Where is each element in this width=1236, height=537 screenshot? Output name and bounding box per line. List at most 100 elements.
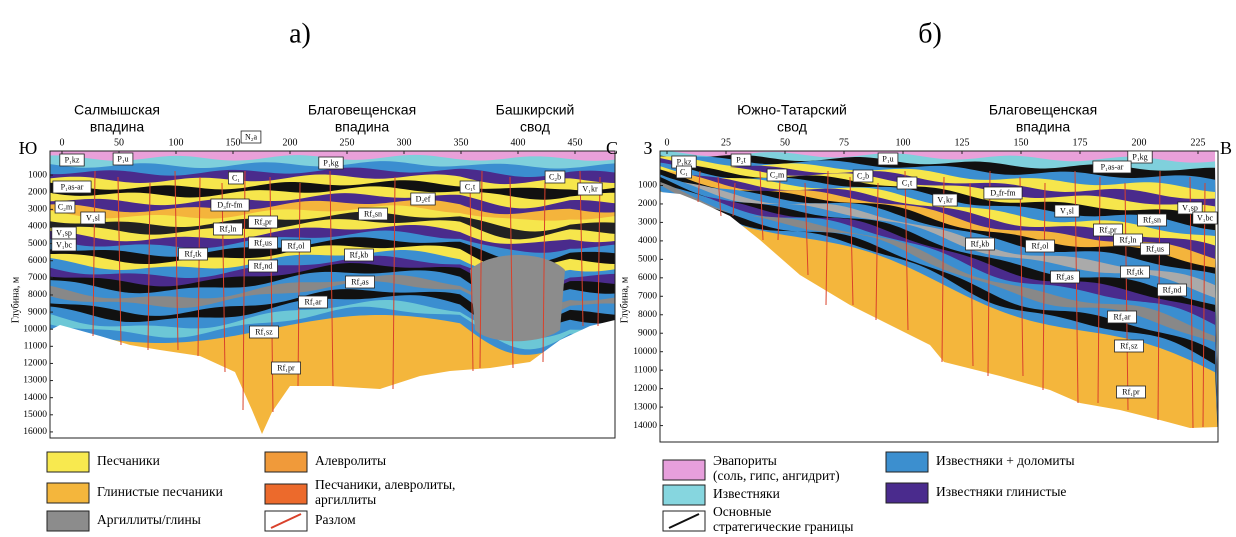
region-label: Башкирский xyxy=(496,102,575,118)
depth-tick-label: 15000 xyxy=(23,410,47,420)
depth-tick-label: 3000 xyxy=(638,218,657,228)
formation-label: Rf₃pr xyxy=(254,217,272,226)
formation-label: P₁u xyxy=(117,154,128,163)
legend-label: Песчаники, алевролиты, xyxy=(315,477,455,492)
region-label: Благовещенская xyxy=(989,102,1097,118)
formation-label: Rf₂as xyxy=(351,277,368,286)
x-tick-label: 175 xyxy=(1073,137,1088,148)
formation-label: P₁kz xyxy=(677,157,692,166)
depth-tick-label: 16000 xyxy=(23,427,47,437)
formation-label: Rf₂us xyxy=(1146,244,1164,253)
legend-label: Эвапориты xyxy=(713,453,777,468)
formation-label: Rf₃sn xyxy=(1143,215,1161,224)
formation-label: Rf₂ol xyxy=(287,241,305,250)
depth-tick-label: 4000 xyxy=(28,222,47,232)
depth-tick-label: 5000 xyxy=(28,239,47,249)
depth-tick-label: 7000 xyxy=(638,291,657,301)
compass-label: Ю xyxy=(19,138,38,158)
figure: а)ЮССалмышскаявпадинаБлаговещенскаявпади… xyxy=(0,0,1236,537)
formation-label: Rf₃pr xyxy=(1099,225,1117,234)
legend-label: Алевролиты xyxy=(315,453,386,468)
formation-label: V₁kr xyxy=(582,184,598,193)
depth-tick-label: 8000 xyxy=(28,290,47,300)
formation-label: C₁t xyxy=(902,178,913,187)
formation-label: C₁t xyxy=(465,182,476,191)
formation-label: C₁ xyxy=(680,167,688,176)
depth-tick-label: 3000 xyxy=(28,205,47,215)
depth-tick-label: 11000 xyxy=(24,342,48,352)
formation-label: D₃fr-fm xyxy=(990,188,1016,197)
depth-tick-label: 13000 xyxy=(23,376,47,386)
region-label: впадина xyxy=(335,119,390,135)
y-axis-label: Глубина, м xyxy=(619,276,630,323)
legend-swatch xyxy=(663,460,705,480)
depth-tick-label: 14000 xyxy=(633,421,657,431)
depth-tick-label: 4000 xyxy=(638,236,657,246)
x-tick-label: 350 xyxy=(454,137,469,148)
formation-label: Rf₁ar xyxy=(304,297,321,306)
depth-tick-label: 5000 xyxy=(638,255,657,265)
compass-label: З xyxy=(643,138,652,158)
legend-label: стратегические границы xyxy=(713,519,853,534)
depth-tick-label: 14000 xyxy=(23,393,47,403)
legend-label: Песчаники xyxy=(97,453,160,468)
x-tick-label: 150 xyxy=(1014,137,1029,148)
region-label: впадина xyxy=(1016,119,1071,135)
x-tick-label: 100 xyxy=(169,137,184,148)
formation-label: V₁sp xyxy=(1182,203,1198,212)
legend-label: Разлом xyxy=(315,512,356,527)
region-label: Салмышская xyxy=(74,102,160,118)
formation-label: C₂b xyxy=(857,171,869,180)
formation-label: Rf₃sn xyxy=(364,209,382,218)
depth-tick-label: 12000 xyxy=(23,359,47,369)
panel-label: б) xyxy=(918,18,942,49)
depth-tick-label: 12000 xyxy=(633,384,657,394)
legend-label: аргиллиты xyxy=(315,492,376,507)
legend-label: Аргиллиты/глины xyxy=(97,512,201,527)
formation-label: C₂m xyxy=(58,202,73,211)
legend-label: (соль, гипс, ангидрит) xyxy=(713,468,840,483)
region-label: Благовещенская xyxy=(308,102,416,118)
legend-label: Известняки глинистые xyxy=(936,484,1066,499)
formation-label: Rf₂kb xyxy=(971,239,990,248)
x-tick-label: 300 xyxy=(397,137,412,148)
depth-tick-label: 13000 xyxy=(633,402,657,412)
legend-swatch xyxy=(47,452,89,472)
x-tick-label: 150 xyxy=(226,137,241,148)
legend-swatch xyxy=(265,484,307,504)
x-tick-label: 100 xyxy=(896,137,911,148)
x-tick-label: 50 xyxy=(114,137,124,148)
formation-label: Rf₂tk xyxy=(1126,267,1143,276)
x-tick-label: 125 xyxy=(955,137,970,148)
x-tick-label: 450 xyxy=(568,137,583,148)
formation-label: Rf₁ar xyxy=(1113,312,1130,321)
depth-tick-label: 1000 xyxy=(28,170,47,180)
region-label: впадина xyxy=(90,119,145,135)
formation-label: Rf₁pr xyxy=(1122,387,1140,396)
formation-label: C₂b xyxy=(549,172,561,181)
formation-label: P₂t xyxy=(736,155,746,164)
formation-label: Rf₂nd xyxy=(1163,285,1182,294)
formation-label: N₂a xyxy=(245,132,258,141)
depth-tick-label: 2000 xyxy=(28,187,47,197)
legend-swatch xyxy=(886,483,928,503)
formation-label: P₁as-ar xyxy=(1101,162,1124,171)
formation-label: Rf₂ol xyxy=(1031,241,1049,250)
formation-label: P₁kz xyxy=(65,155,80,164)
x-tick-label: 0 xyxy=(665,137,670,148)
x-tick-label: 75 xyxy=(839,137,849,148)
legend-label: Известняки xyxy=(713,486,780,501)
formation-label: V₁bc xyxy=(1197,213,1214,222)
formation-label: Rf₂ln xyxy=(1119,235,1136,244)
legend-swatch xyxy=(47,483,89,503)
depth-tick-label: 2000 xyxy=(638,199,657,209)
x-tick-label: 400 xyxy=(511,137,526,148)
legend-swatch xyxy=(265,452,307,472)
compass-label: В xyxy=(1220,138,1232,158)
x-tick-label: 50 xyxy=(780,137,790,148)
formation-label: D₂ef xyxy=(416,194,431,203)
formation-label: C₂m xyxy=(770,170,785,179)
formation-label: Rf₁pr xyxy=(277,363,295,372)
depth-tick-label: 9000 xyxy=(28,307,47,317)
depth-tick-label: 8000 xyxy=(638,310,657,320)
